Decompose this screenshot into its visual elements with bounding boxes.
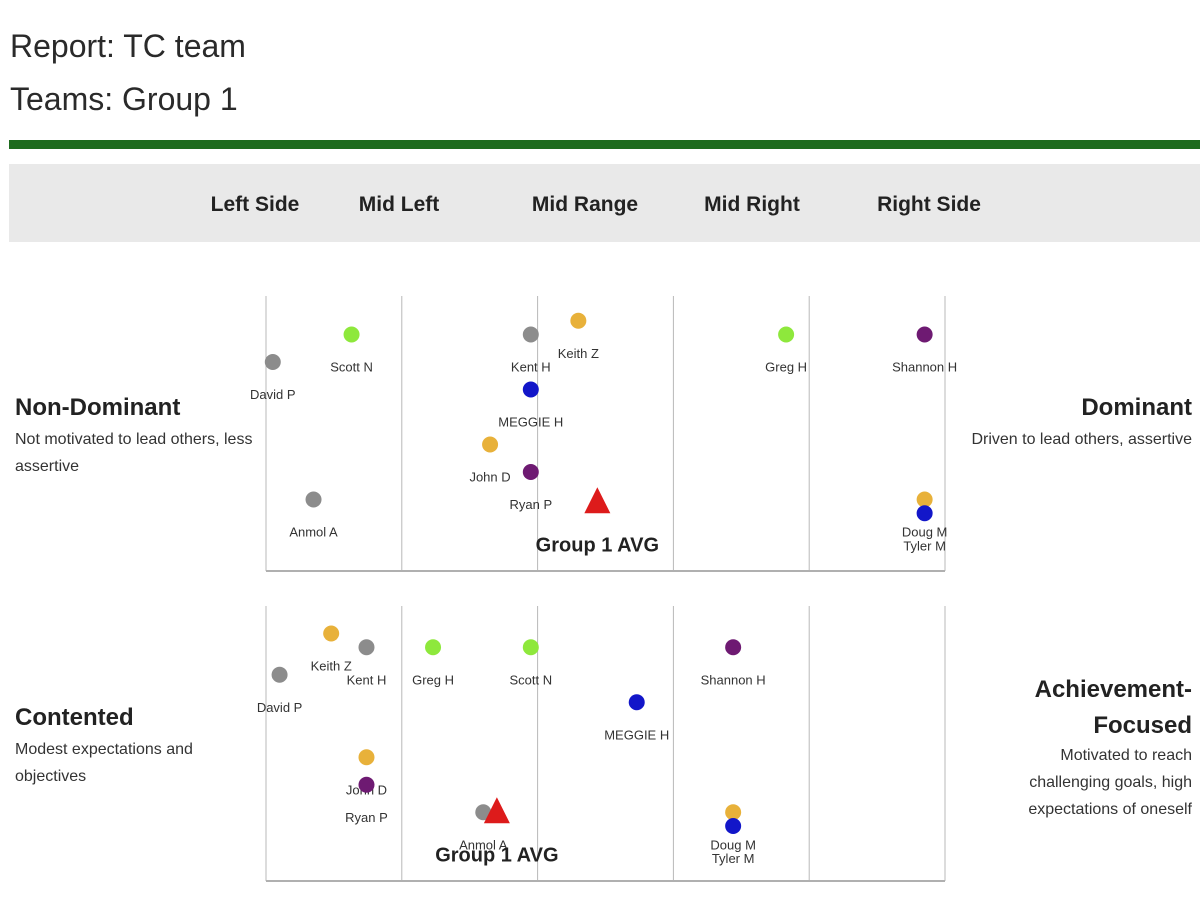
chart1-point-doug-m <box>916 491 933 508</box>
chart1-point-kent-h <box>522 326 539 343</box>
chart1-point-tyler-m <box>916 505 933 522</box>
chart2-group-average-label: Group 1 AVG <box>435 844 558 866</box>
panel2-left-desc: Modest expectations and objectives <box>15 741 193 785</box>
panel2-right-title: Achievement-Focused <box>1034 676 1192 739</box>
chart1-point-label-keith-z: Keith Z <box>558 346 599 361</box>
chart2-point-ryan-p <box>358 776 375 793</box>
chart1-point-label-greg-h: Greg H <box>765 360 807 375</box>
chart2-point-label-meggie-h: MEGGIE H <box>604 727 669 742</box>
chart2-point-greg-h <box>425 639 442 656</box>
chart1-point-label-doug-m: Doug M <box>902 525 948 540</box>
chart2-point-label-tyler-m: Tyler M <box>712 851 755 866</box>
header-rule <box>9 140 1200 149</box>
report-title: Report: TC team <box>10 28 246 64</box>
chart2-point-anmol-a <box>475 804 492 821</box>
scale-label-left-side: Left Side <box>210 193 300 216</box>
scale-label-right-side: Right Side <box>877 193 981 216</box>
chart2-point-label-kent-h: Kent H <box>347 672 387 687</box>
chart1-point-label-ryan-p: Ryan P <box>509 497 552 512</box>
chart2-point-kent-h <box>358 639 375 656</box>
chart2-point-label-david-p: David P <box>257 700 303 715</box>
chart2-point-scott-n <box>522 639 539 656</box>
chart1-point-anmol-a <box>305 491 322 508</box>
chart1-point-label-anmol-a: Anmol A <box>289 525 338 540</box>
panel1-left-desc: Not motivated to lead others, less asser… <box>15 431 253 475</box>
chart1-group-average-marker <box>584 487 611 514</box>
chart2-point-david-p <box>271 666 288 683</box>
scale-label-mid-left: Mid Left <box>358 193 440 216</box>
chart1-point-meggie-h <box>522 381 539 398</box>
chart1-point-label-david-p: David P <box>250 387 296 402</box>
chart2-point-label-doug-m: Doug M <box>710 837 756 852</box>
chart1-point-john-d <box>482 436 499 453</box>
chart2-point-shannon-h <box>725 639 742 656</box>
chart1-group-average-label: Group 1 AVG <box>536 534 659 556</box>
chart1-point-label-tyler-m: Tyler M <box>903 538 946 553</box>
chart1-point-ryan-p <box>522 464 539 480</box>
chart1-point-label-meggie-h: MEGGIE H <box>498 415 563 430</box>
chart1-point-label-scott-n: Scott N <box>330 360 373 375</box>
scale-label-mid-range: Mid Range <box>531 193 639 216</box>
chart2-point-doug-m <box>725 804 742 821</box>
chart1-point-keith-z <box>570 312 587 329</box>
chart2-point-tyler-m <box>725 818 742 834</box>
team-line: Teams: Group 1 <box>10 81 238 117</box>
panel1-left-title: Non-Dominant <box>15 394 181 421</box>
panel2-right-desc: Motivated to reach challenging goals, hi… <box>1028 747 1192 818</box>
chart2-group-average-marker <box>483 797 510 824</box>
chart2-point-label-ryan-p: Ryan P <box>345 810 388 825</box>
chart1-point-label-kent-h: Kent H <box>511 360 551 375</box>
scale-band <box>9 164 1200 242</box>
chart2-point-label-keith-z: Keith Z <box>311 659 352 674</box>
scale-label-mid-right: Mid Right <box>704 193 800 216</box>
chart1-point-shannon-h <box>916 326 933 343</box>
chart1-point-label-john-d: John D <box>469 470 510 485</box>
chart2-point-john-d <box>358 749 375 766</box>
chart2-point-label-anmol-a: Anmol A <box>459 837 508 852</box>
chart2-point-label-shannon-h: Shannon H <box>701 672 766 687</box>
panel1-right-title: Dominant <box>1081 394 1192 421</box>
chart1-point-label-shannon-h: Shannon H <box>892 360 957 375</box>
chart2-point-label-greg-h: Greg H <box>412 672 454 687</box>
panel1-right-desc: Driven to lead others, assertive <box>971 431 1192 448</box>
chart2-point-label-scott-n: Scott N <box>509 672 552 687</box>
chart2-point-keith-z <box>323 625 340 642</box>
chart2-point-meggie-h <box>628 694 645 711</box>
chart1-point-david-p <box>264 354 281 370</box>
chart1-point-scott-n <box>343 326 360 343</box>
chart1-point-greg-h <box>778 326 795 343</box>
panel2-left-title: Contented <box>15 704 134 731</box>
